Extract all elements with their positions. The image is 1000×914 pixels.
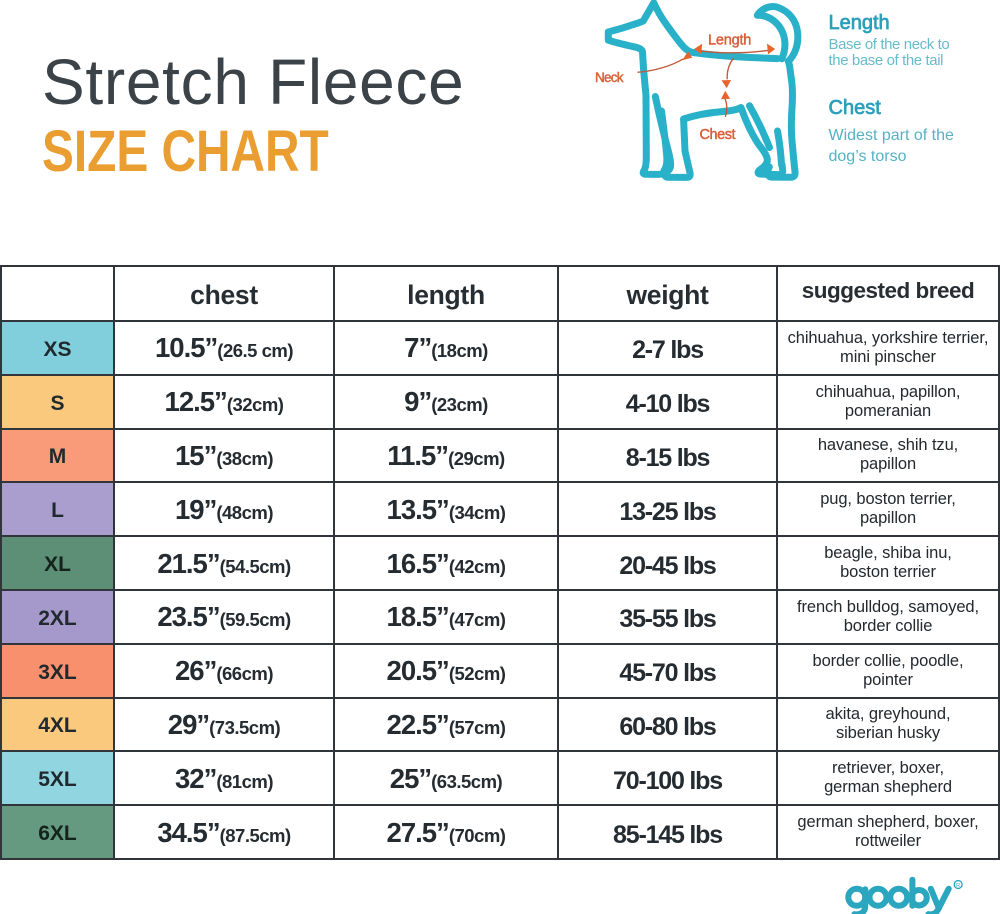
svg-text:Length: Length: [708, 33, 751, 49]
svg-text:R: R: [956, 883, 960, 889]
svg-text:Chest: Chest: [700, 127, 736, 143]
svg-text:Neck: Neck: [595, 70, 624, 85]
